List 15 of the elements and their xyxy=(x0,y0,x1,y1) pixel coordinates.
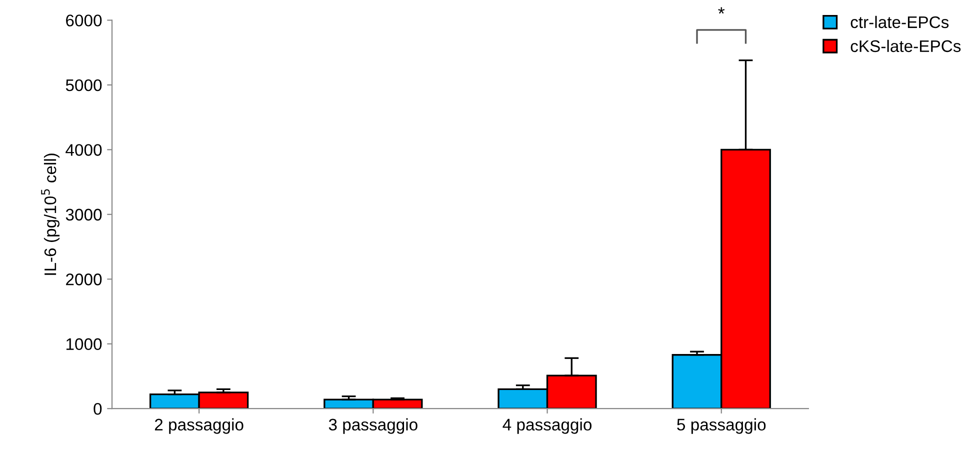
y-tick-label: 6000 xyxy=(66,14,102,26)
y-tick-label: 0 xyxy=(94,402,102,415)
y-tick-label: 1000 xyxy=(66,338,102,350)
x-tick-label: 4 passaggio xyxy=(502,418,592,434)
x-tick-label: 3 passaggio xyxy=(328,418,418,434)
y-tick-label: 2000 xyxy=(66,274,102,286)
x-tick-label: 5 passaggio xyxy=(677,418,766,434)
legend-label: cKS-late-EPCs xyxy=(850,40,961,52)
y-tick-label: 3000 xyxy=(66,208,102,221)
y-tick-label: 4000 xyxy=(66,144,102,156)
x-tick-label: 2 passaggio xyxy=(154,418,244,434)
y-axis-title: IL-6 (pg/10$^{5}$ cell) xyxy=(41,154,60,275)
y-tick-label: 5000 xyxy=(66,79,102,92)
text: * xyxy=(718,7,725,14)
legend-label: ctr-late-EPCs xyxy=(850,16,949,28)
